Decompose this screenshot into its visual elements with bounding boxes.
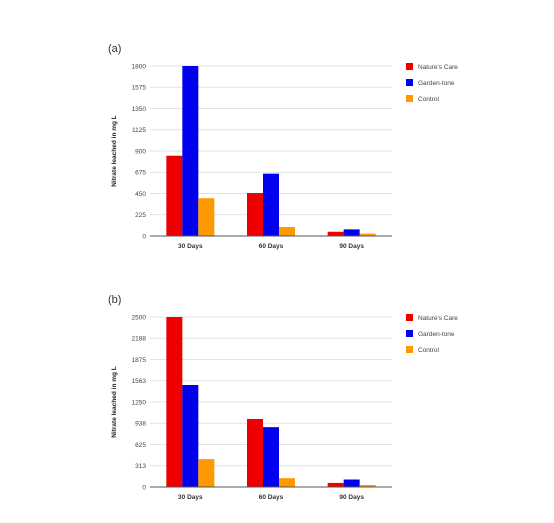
- y-tick-label: 1800: [132, 63, 147, 70]
- y-tick-label: 1875: [132, 357, 147, 364]
- y-tick-label: 1563: [132, 378, 147, 385]
- x-category-label: 30 Days: [178, 243, 203, 250]
- bar-nature-s-care-60-days: [247, 193, 263, 236]
- y-axis-label: Nitrate leached in mg L: [111, 366, 118, 438]
- legend-label: Control: [418, 96, 440, 103]
- chart-b: (b) 0 313 625 938 1250 1563 1875 2188 2500 30 Days…: [108, 294, 458, 501]
- bar-control-60-days: [279, 227, 295, 236]
- legend-swatch: [406, 63, 413, 70]
- y-tick-label: 938: [135, 421, 146, 428]
- x-category-label: 90 Days: [339, 243, 364, 250]
- x-category-label: 60 Days: [259, 243, 284, 250]
- y-tick-label: 625: [135, 442, 146, 449]
- bar-control-90-days: [359, 484, 376, 487]
- y-tick-label: 225: [135, 212, 146, 219]
- bar-nature-s-care-90-days: [327, 231, 344, 236]
- bar-garden-tone-60-days: [263, 173, 279, 236]
- chart-a: (a) 0 225 450 675 900 1125 1350 1575 1800 30 Days 6…: [108, 43, 458, 250]
- panel-label: (a): [108, 43, 121, 55]
- bar-garden-tone-30-days: [182, 66, 199, 236]
- bar-nature-s-care-30-days: [166, 155, 183, 236]
- legend-swatch: [406, 79, 413, 86]
- y-tick-label: 0: [142, 484, 146, 491]
- legend-label: Nature's Care: [418, 315, 458, 322]
- y-tick-label: 1575: [132, 85, 147, 92]
- y-tick-label: 2188: [132, 336, 147, 343]
- legend-label: Nature's Care: [418, 64, 458, 71]
- bar-nature-s-care-30-days: [166, 317, 183, 487]
- bar-control-30-days: [198, 459, 215, 487]
- y-tick-label: 1350: [132, 106, 147, 113]
- y-tick-label: 1125: [132, 127, 146, 134]
- legend-label: Control: [418, 347, 440, 354]
- x-category-label: 90 Days: [339, 494, 364, 501]
- legend-swatch: [406, 346, 413, 353]
- y-tick-label: 900: [135, 148, 146, 155]
- y-tick-label: 450: [135, 191, 146, 198]
- bar-nature-s-care-90-days: [327, 482, 344, 487]
- legend-label: Garden-tone: [418, 331, 455, 338]
- y-tick-label: 675: [135, 170, 146, 177]
- panel-label: (b): [108, 294, 121, 306]
- bar-nature-s-care-60-days: [247, 419, 263, 487]
- bar-garden-tone-90-days: [343, 479, 360, 487]
- bar-control-90-days: [359, 233, 376, 236]
- bar-garden-tone-60-days: [263, 427, 279, 487]
- x-category-label: 60 Days: [259, 494, 284, 501]
- legend-label: Garden-tone: [418, 80, 455, 87]
- legend-swatch: [406, 95, 413, 102]
- x-category-label: 30 Days: [178, 494, 203, 501]
- y-tick-label: 313: [135, 463, 146, 470]
- bar-garden-tone-30-days: [182, 385, 199, 487]
- y-tick-label: 2500: [132, 314, 147, 321]
- y-axis-label: Nitrate leached in mg L: [111, 115, 118, 187]
- y-tick-label: 0: [142, 233, 146, 240]
- bar-control-60-days: [279, 478, 295, 487]
- bar-garden-tone-90-days: [343, 229, 360, 236]
- legend-swatch: [406, 330, 413, 337]
- legend-swatch: [406, 314, 413, 321]
- bar-control-30-days: [198, 198, 215, 236]
- y-tick-label: 1250: [132, 399, 147, 406]
